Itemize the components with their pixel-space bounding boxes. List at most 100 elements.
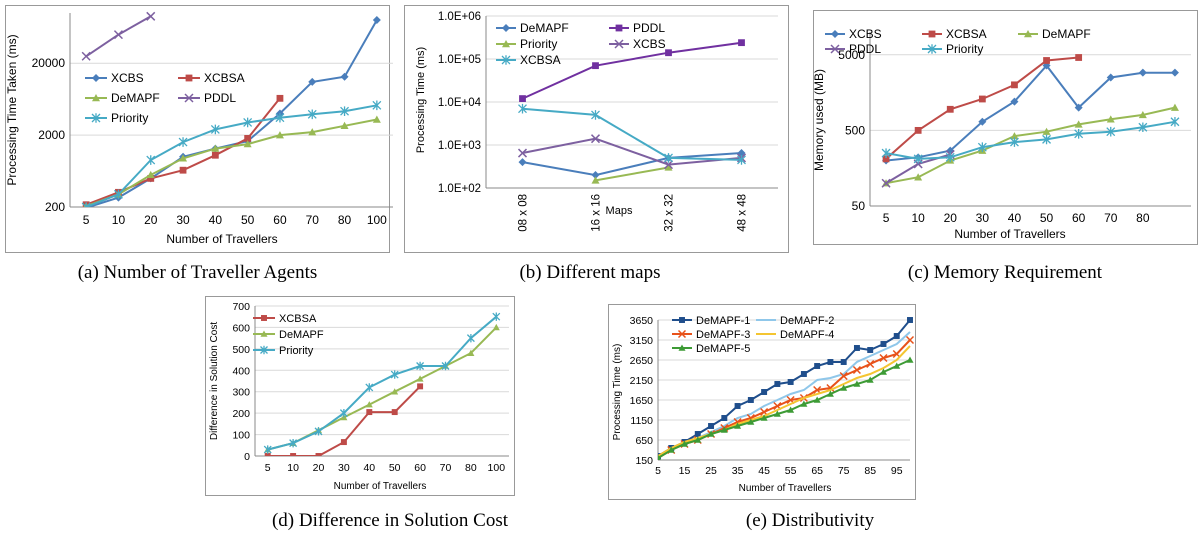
chart-b-series-xcbsa xyxy=(518,103,746,165)
chart-a-legend-label: PDDL xyxy=(204,91,236,105)
chart-a-data-point xyxy=(146,11,156,21)
chart-b-data-point xyxy=(518,158,527,167)
chart-d-data-point xyxy=(340,439,347,446)
chart-d-data-point xyxy=(290,453,297,456)
chart-d-data-point xyxy=(416,361,425,371)
chart-c-data-point xyxy=(945,152,955,163)
chart-a-legend-marker xyxy=(184,93,194,103)
chart-e-data-point xyxy=(853,345,860,351)
chart-b-data-point xyxy=(664,163,673,171)
chart-c-series-line xyxy=(885,120,1176,160)
chart-e-data-point xyxy=(893,362,901,369)
chart-a-data-point xyxy=(146,170,155,179)
chart-e-xtick-label: 45 xyxy=(758,465,770,477)
chart-e-data-point xyxy=(773,410,781,417)
chart-e-ytick-label: 3650 xyxy=(630,315,654,327)
chart-a-data-point xyxy=(372,115,381,123)
chart-b-frame xyxy=(404,5,789,253)
chart-a-data-point xyxy=(211,144,220,152)
chart-a-legend-marker xyxy=(92,74,100,82)
chart-a-data-point xyxy=(372,15,381,24)
chart-b-xtick-label: 48 x 48 xyxy=(737,194,749,232)
chart-d-data-point xyxy=(417,383,424,390)
chart-e-data-point xyxy=(840,359,847,365)
chart-e-ytick-label: 2150 xyxy=(630,375,654,387)
chart-c-data-point xyxy=(1010,97,1019,106)
chart-panel-d: 0 100 200 300 400 500 600 700 5 10 20 30 40 50 60 70 80 1… xyxy=(205,296,515,496)
chart-e-data-point xyxy=(866,376,874,383)
chart-d-data-point xyxy=(365,401,373,408)
chart-d-data-point xyxy=(365,383,374,392)
chart-d-legend: XCBSA DeMAPF Priority xyxy=(253,313,324,357)
chart-b-legend-marker xyxy=(502,24,510,32)
chart-a-data-point xyxy=(372,100,382,111)
chart-e-legend-label: DeMAPF-5 xyxy=(696,343,750,355)
chart-e-data-point xyxy=(814,363,821,369)
chart-c-legend-marker xyxy=(1024,30,1032,38)
chart-e-ytick-label: 150 xyxy=(635,455,653,467)
chart-c-svg: 50 500 5000 5 10 20 30 40 50 60 70 80 Number of Trav… xyxy=(812,10,1198,245)
chart-c-data-point xyxy=(978,117,987,126)
chart-a-series-pddl xyxy=(81,11,156,61)
chart-b-data-point xyxy=(663,160,674,170)
caption-d: (d) Difference in Solution Cost xyxy=(271,510,509,531)
chart-a-data-point xyxy=(308,128,317,136)
chart-a-xtick-label: 5 xyxy=(83,213,90,227)
chart-e-xtick-label: 15 xyxy=(679,465,691,477)
chart-c-legend-label: DeMAPF xyxy=(1042,27,1091,41)
chart-d-xtick-label: 20 xyxy=(313,462,325,474)
chart-c-data-point xyxy=(978,95,986,103)
chart-e-legend-marker xyxy=(679,317,685,323)
chart-d-ytick-label: 600 xyxy=(232,322,250,334)
chart-e-legend-label: DeMAPF-2 xyxy=(780,315,834,327)
chart-e-data-point xyxy=(708,423,715,429)
chart-b-ytick-label: 1.0E+06 xyxy=(438,11,481,23)
chart-a-data-point xyxy=(210,124,220,135)
chart-e-data-point xyxy=(787,406,795,413)
chart-a-data-point xyxy=(113,30,123,40)
chart-b-svg: 1.0E+02 1.0E+03 1.0E+04 1.0E+05 1.0E+06 08 x … xyxy=(404,5,789,253)
chart-e-data-point xyxy=(852,365,861,375)
chart-e-data-point xyxy=(905,335,915,345)
chart-d-legend-marker xyxy=(261,315,267,321)
chart-panel-a: 200 2000 20000 5 10 20 30 40 50 60 70 80 100 Number o… xyxy=(0,0,395,258)
chart-e-ytick-label: 1150 xyxy=(630,415,653,427)
chart-a-ylabel: Processing Time Taken (ms) xyxy=(5,34,19,185)
chart-a-xtick-label: 10 xyxy=(112,213,126,227)
chart-b-data-point xyxy=(738,39,745,47)
chart-c-data-point xyxy=(1074,120,1083,128)
chart-e-legend-label: DeMAPF-1 xyxy=(696,315,750,327)
chart-e-data-point xyxy=(707,430,715,437)
chart-b-data-point xyxy=(591,171,600,180)
chart-c-legend-label: Priority xyxy=(946,42,983,56)
chart-a-data-point xyxy=(211,151,219,159)
chart-e-series-demapf-4 xyxy=(658,345,911,457)
chart-c-legend-marker xyxy=(830,44,840,54)
chart-e-ytick-label: 2650 xyxy=(630,355,654,367)
chart-d-xtick-label: 40 xyxy=(363,462,375,474)
chart-e-data-point xyxy=(840,384,848,391)
chart-d-data-point xyxy=(339,408,348,418)
chart-a-legend-label: XCBS xyxy=(111,71,144,85)
chart-d-series-xcbsa xyxy=(264,383,424,456)
chart-c-data-point xyxy=(1042,134,1052,145)
chart-e-data-point xyxy=(827,359,834,365)
chart-d-data-point xyxy=(467,349,475,356)
chart-c-series-priority xyxy=(881,116,1180,164)
chart-e-x-axis: 5 15 25 35 45 55 65 75 85 95 xyxy=(655,465,903,477)
chart-e-legend-label: DeMAPF-4 xyxy=(780,329,834,341)
chart-c-data-point xyxy=(914,126,922,134)
chart-a-series-line xyxy=(85,104,378,207)
chart-d-xtick-label: 80 xyxy=(465,462,477,474)
chart-a-xlabel: Number of Travellers xyxy=(166,232,277,246)
chart-e-ytick-label: 1650 xyxy=(630,395,654,407)
chart-e-data-point xyxy=(734,422,742,429)
chart-c-ytick-label: 50 xyxy=(852,199,866,213)
chart-a-data-point xyxy=(81,51,91,61)
chart-a-xtick-label: 50 xyxy=(241,213,255,227)
chart-e-xtick-label: 55 xyxy=(785,465,797,477)
chart-d-data-point xyxy=(263,445,272,454)
chart-e-data-point xyxy=(747,397,754,403)
chart-e-data-point xyxy=(694,436,702,443)
